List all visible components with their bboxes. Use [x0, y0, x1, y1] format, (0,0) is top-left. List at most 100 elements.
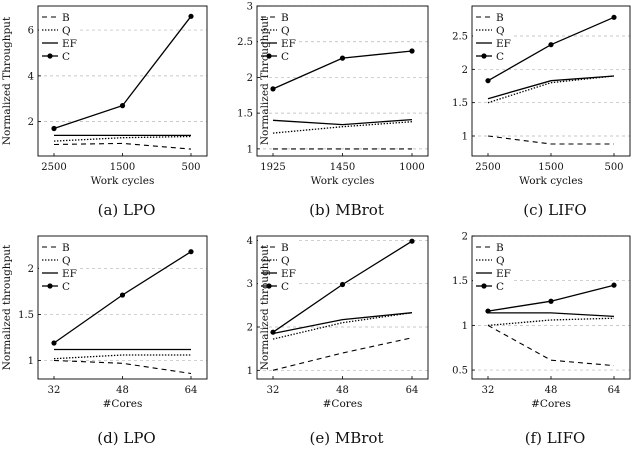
series-line-b — [53, 359, 192, 375]
plot-frame — [256, 235, 429, 380]
data-point-c — [51, 125, 57, 132]
legend-box — [258, 237, 296, 292]
data-point-c — [188, 13, 194, 19]
legend-label: EF — [62, 38, 77, 50]
plot-frame — [471, 5, 631, 157]
legend-label: Q — [281, 25, 290, 37]
data-point-c — [339, 281, 346, 288]
x-tick-label: 64 — [406, 385, 419, 396]
legend-label: EF — [62, 268, 77, 280]
x-tick-label: 1000 — [399, 162, 424, 173]
plot-frame — [256, 5, 429, 157]
y-tick-label: 2.5 — [237, 37, 253, 48]
legend-label: C — [62, 51, 70, 63]
series-line-b — [272, 337, 413, 371]
legend-label: Q — [62, 255, 71, 267]
legend-label: EF — [281, 38, 296, 50]
y-tick-label: 1 — [462, 321, 468, 332]
y-tick-label: 0.5 — [452, 366, 468, 377]
legend-label: C — [281, 51, 289, 63]
legend-label: B — [496, 242, 504, 254]
y-tick-label: 1 — [247, 144, 253, 155]
y-tick-label: 4 — [28, 71, 34, 82]
series-line-ef — [488, 312, 615, 318]
y-tick-label: 1 — [462, 132, 468, 143]
legend-box — [39, 7, 77, 62]
y-tick-label: 1 — [247, 366, 253, 377]
legend-marker-c — [47, 53, 53, 59]
subfigure-caption: (c) LIFO — [523, 201, 586, 219]
x-tick-label: 64 — [608, 385, 621, 396]
subfigure-caption: (f) LIFO — [525, 429, 586, 447]
data-point-c — [51, 340, 57, 346]
legend-marker-c — [47, 283, 53, 289]
series-line-q — [487, 75, 615, 104]
legend-marker-c — [481, 53, 487, 59]
y-tick-label: 6 — [28, 26, 34, 37]
series-line-q — [53, 354, 191, 360]
y-tick-label: 1.5 — [18, 310, 34, 321]
data-point-c — [270, 329, 276, 335]
legend-marker-c — [481, 283, 487, 289]
x-tick-label: 32 — [267, 385, 280, 396]
legend-label: B — [62, 242, 70, 254]
y-tick-label: 1.5 — [452, 276, 468, 287]
y-axis-label: Normalized throughput — [1, 244, 13, 370]
y-axis-label: Normalized Throughput — [1, 16, 13, 145]
plot-frame — [471, 235, 631, 380]
series-line-ef — [487, 75, 615, 100]
data-point-c — [548, 42, 554, 48]
legend-label: B — [281, 242, 289, 254]
x-axis-label: #Cores — [323, 398, 363, 410]
y-tick-label: 1 — [28, 356, 34, 367]
y-tick-label: 1.5 — [452, 98, 468, 109]
x-axis-label: Work cycles — [91, 175, 155, 187]
x-tick-label: 2500 — [475, 162, 500, 173]
data-point-c — [548, 298, 554, 304]
series-line-ef — [272, 118, 413, 126]
y-tick-label: 3 — [247, 279, 253, 290]
y-tick-label: 4 — [247, 236, 253, 247]
x-tick-label: 48 — [116, 385, 129, 396]
x-axis-label: #Cores — [103, 398, 143, 410]
data-point-c — [270, 86, 276, 92]
series-line-b — [53, 142, 192, 150]
legend-label: Q — [496, 25, 505, 37]
legend-label: Q — [62, 25, 71, 37]
x-axis-label: Work cycles — [519, 175, 583, 187]
legend-label: B — [496, 12, 504, 24]
series-line-q — [487, 317, 615, 327]
y-tick-label: 2 — [28, 117, 34, 128]
y-tick-label: 2 — [462, 232, 468, 243]
x-tick-label: 32 — [48, 385, 61, 396]
series-line-q — [272, 121, 413, 134]
y-tick-label: 1.5 — [237, 109, 253, 120]
legend-label: C — [496, 281, 504, 293]
x-tick-label: 32 — [482, 385, 495, 396]
x-tick-label: 48 — [336, 385, 349, 396]
subfigure-caption: (d) LPO — [97, 429, 155, 447]
x-tick-label: 500 — [181, 162, 200, 173]
legend-box — [473, 237, 511, 292]
y-axis-label: Normalized throughput — [259, 244, 271, 370]
y-tick-label: 2 — [247, 323, 253, 334]
y-tick-label: 2 — [28, 264, 34, 275]
legend-box — [258, 7, 296, 62]
x-tick-label: 1500 — [110, 162, 135, 173]
legend-marker-c — [266, 283, 272, 289]
data-point-c — [611, 282, 617, 288]
x-axis-label: #Cores — [531, 398, 571, 410]
legend-label: Q — [496, 255, 505, 267]
data-point-c — [485, 78, 491, 84]
